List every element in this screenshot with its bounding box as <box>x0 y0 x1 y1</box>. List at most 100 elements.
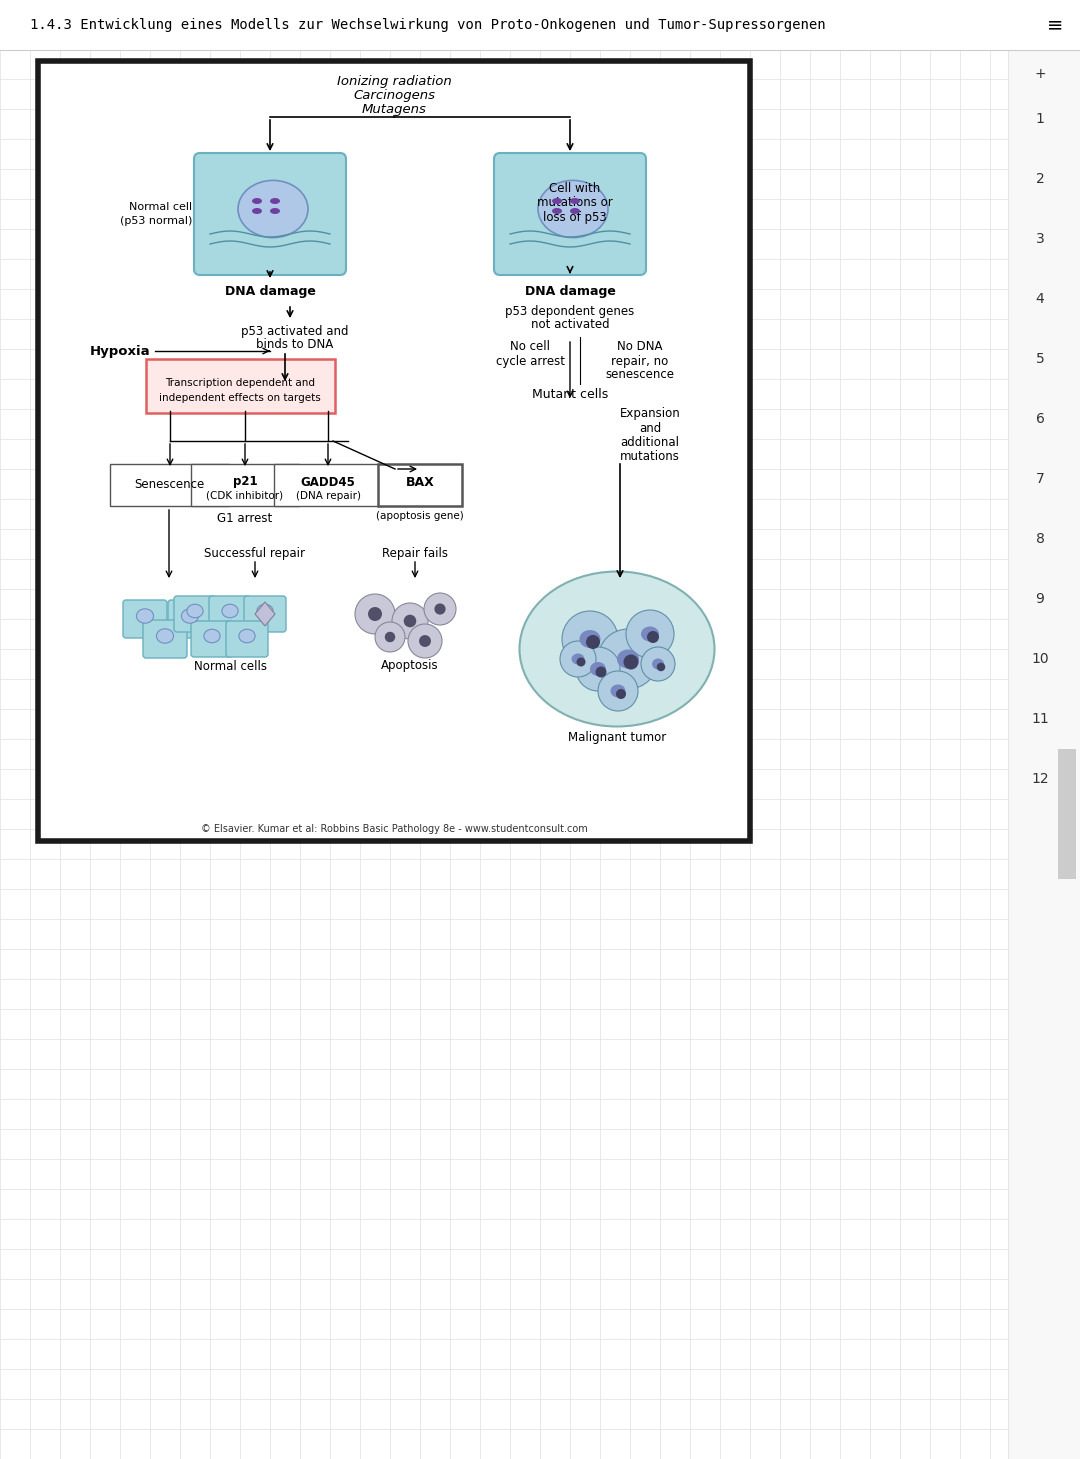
Text: (CDK inhibitor): (CDK inhibitor) <box>206 492 284 500</box>
Text: p53 depondent genes: p53 depondent genes <box>505 305 635 318</box>
Circle shape <box>586 635 600 649</box>
Ellipse shape <box>181 608 199 623</box>
Text: p21: p21 <box>232 476 257 489</box>
Bar <box>0 0 1080 50</box>
FancyBboxPatch shape <box>143 620 187 658</box>
Circle shape <box>424 592 456 624</box>
Circle shape <box>657 662 665 671</box>
Text: not activated: not activated <box>530 318 609 331</box>
FancyBboxPatch shape <box>226 622 268 657</box>
Text: 10: 10 <box>1031 652 1049 665</box>
FancyBboxPatch shape <box>274 464 382 506</box>
Circle shape <box>595 667 607 677</box>
Text: 7: 7 <box>1036 473 1044 486</box>
Circle shape <box>375 622 405 652</box>
Text: 9: 9 <box>1036 592 1044 605</box>
FancyBboxPatch shape <box>168 600 212 638</box>
Ellipse shape <box>270 209 280 214</box>
FancyBboxPatch shape <box>494 153 646 274</box>
Text: (DNA repair): (DNA repair) <box>296 492 361 500</box>
Text: DNA damage: DNA damage <box>525 285 616 298</box>
FancyBboxPatch shape <box>191 464 299 506</box>
Circle shape <box>598 629 658 689</box>
FancyBboxPatch shape <box>191 622 233 657</box>
FancyBboxPatch shape <box>378 464 462 506</box>
Text: 11: 11 <box>1031 712 1049 727</box>
Ellipse shape <box>538 181 608 238</box>
Text: 6: 6 <box>1036 411 1044 426</box>
Ellipse shape <box>187 604 203 617</box>
Circle shape <box>404 614 416 627</box>
Ellipse shape <box>157 629 174 643</box>
Circle shape <box>647 630 659 643</box>
Text: Apoptosis: Apoptosis <box>381 659 438 673</box>
Text: No DNA: No DNA <box>618 340 663 353</box>
Text: binds to DNA: binds to DNA <box>256 338 334 352</box>
Text: mutations or: mutations or <box>537 197 612 210</box>
Circle shape <box>408 624 442 658</box>
Ellipse shape <box>642 626 659 642</box>
Ellipse shape <box>617 649 639 668</box>
Text: 1: 1 <box>1036 112 1044 125</box>
Text: BAX: BAX <box>406 476 434 489</box>
Bar <box>1008 50 1080 1459</box>
Circle shape <box>626 610 674 658</box>
FancyBboxPatch shape <box>146 359 335 413</box>
FancyBboxPatch shape <box>210 595 251 632</box>
Text: Transcription dependent and: Transcription dependent and <box>165 378 315 388</box>
Text: GADD45: GADD45 <box>300 476 355 489</box>
Text: +: + <box>1035 67 1045 82</box>
Text: (p53 normal): (p53 normal) <box>120 216 192 226</box>
Text: ≡: ≡ <box>1047 16 1063 35</box>
Text: Expansion: Expansion <box>620 407 680 420</box>
Text: Successful repair: Successful repair <box>204 547 306 560</box>
FancyBboxPatch shape <box>110 464 229 506</box>
Circle shape <box>384 632 395 642</box>
Ellipse shape <box>552 209 562 214</box>
Ellipse shape <box>204 629 220 643</box>
Text: repair, no: repair, no <box>611 355 669 368</box>
Text: DNA damage: DNA damage <box>225 285 315 298</box>
FancyBboxPatch shape <box>123 600 167 638</box>
Text: and: and <box>639 422 661 435</box>
Circle shape <box>616 689 626 699</box>
Ellipse shape <box>652 658 664 670</box>
Text: Cell with: Cell with <box>550 182 600 196</box>
Text: © Elsavier. Kumar et al: Robbins Basic Pathology 8e - www.studentconsult.com: © Elsavier. Kumar et al: Robbins Basic P… <box>201 824 588 835</box>
Text: 2: 2 <box>1036 172 1044 185</box>
Circle shape <box>368 607 382 622</box>
Text: 8: 8 <box>1036 533 1044 546</box>
Text: Repair fails: Repair fails <box>382 547 448 560</box>
FancyBboxPatch shape <box>174 595 216 632</box>
Text: senescence: senescence <box>606 369 675 381</box>
Text: Malignant tumor: Malignant tumor <box>568 731 666 744</box>
Ellipse shape <box>590 662 606 676</box>
Text: Ionizing radiation: Ionizing radiation <box>337 74 451 88</box>
Text: 1.4.3 Entwicklung eines Modells zur Wechselwirkung von Proto-Onkogenen und Tumor: 1.4.3 Entwicklung eines Modells zur Wech… <box>30 18 825 32</box>
Text: Carcinogens: Carcinogens <box>353 89 435 102</box>
Ellipse shape <box>570 209 580 214</box>
Circle shape <box>355 594 395 635</box>
Ellipse shape <box>257 604 273 617</box>
Text: No cell: No cell <box>510 340 550 353</box>
Circle shape <box>576 646 620 692</box>
Circle shape <box>434 604 446 614</box>
Text: Normal cell: Normal cell <box>129 201 192 212</box>
Text: G1 arrest: G1 arrest <box>217 512 272 525</box>
Text: 12: 12 <box>1031 772 1049 786</box>
Ellipse shape <box>252 198 262 204</box>
Ellipse shape <box>252 209 262 214</box>
Ellipse shape <box>570 198 580 204</box>
Text: Senescence: Senescence <box>134 479 204 492</box>
Circle shape <box>598 671 638 711</box>
Text: Normal cells: Normal cells <box>193 659 267 673</box>
Text: Hypoxia: Hypoxia <box>90 344 150 357</box>
Polygon shape <box>255 603 275 626</box>
FancyBboxPatch shape <box>194 153 346 274</box>
Bar <box>1058 748 1076 878</box>
Text: 5: 5 <box>1036 352 1044 366</box>
Ellipse shape <box>221 604 238 617</box>
Ellipse shape <box>571 654 584 664</box>
Text: 4: 4 <box>1036 292 1044 306</box>
Ellipse shape <box>552 198 562 204</box>
